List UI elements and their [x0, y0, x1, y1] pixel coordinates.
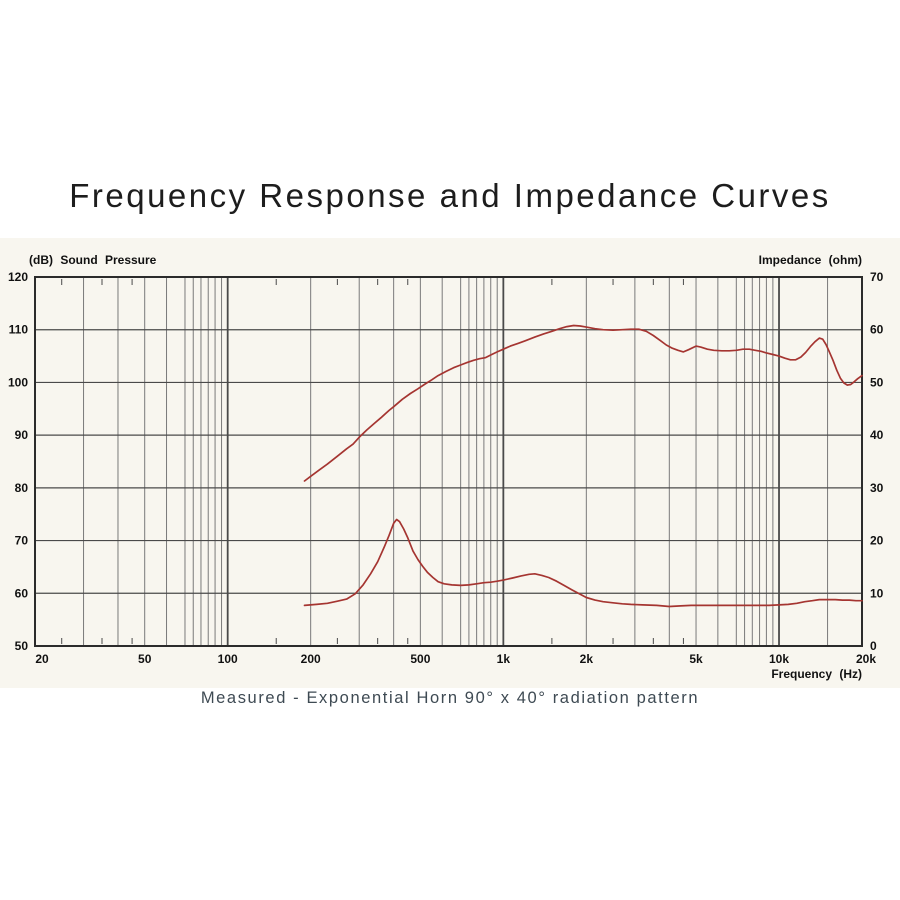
chart-panel: (dB) Sound Pressure Impedance (ohm) 120 1…	[0, 238, 900, 688]
frequency-impedance-chart: (dB) Sound Pressure Impedance (ohm) 120 1…	[8, 253, 884, 681]
spl-curve	[303, 324, 863, 482]
x-axis-tick-label: 5k	[689, 652, 703, 666]
right-axis-tick-label: 70	[870, 270, 884, 284]
right-axis-title: Impedance (ohm)	[759, 253, 862, 267]
axis-edge-ticks	[61, 279, 684, 644]
x-axis-tick-label: 20	[35, 652, 49, 666]
x-axis-tick-label: 50	[138, 652, 152, 666]
left-axis-tick-label: 120	[8, 270, 28, 284]
x-axis-tick-label: 2k	[580, 652, 594, 666]
left-axis-tick-label: 100	[8, 375, 28, 389]
x-axis-tick-label: 1k	[497, 652, 511, 666]
impedance-curve	[303, 518, 863, 608]
left-axis-tick-label: 60	[15, 586, 29, 600]
left-axis-tick-label: 70	[15, 534, 29, 548]
gridlines	[34, 276, 863, 647]
left-axis-title: (dB) Sound Pressure	[29, 253, 157, 267]
x-axis-tick-label: 500	[410, 652, 430, 666]
right-axis-tick-label: 50	[870, 375, 884, 389]
left-axis-tick-label: 110	[9, 323, 29, 337]
right-axis-tick-label: 30	[870, 481, 884, 495]
x-axis-tick-label: 100	[218, 652, 238, 666]
page-title: Frequency Response and Impedance Curves	[69, 177, 831, 214]
left-axis-tick-label: 50	[15, 639, 29, 653]
chart-caption: Measured - Exponential Horn 90° x 40° ra…	[200, 689, 700, 707]
left-axis-tick-label: 90	[15, 428, 29, 442]
x-axis-tick-label: 20k	[856, 652, 876, 666]
right-axis-tick-label: 40	[870, 428, 884, 442]
plot-border	[34, 276, 863, 647]
right-axis-tick-label: 0	[870, 639, 877, 653]
right-axis-tick-label: 20	[870, 534, 884, 548]
right-axis-tick-label: 60	[870, 323, 884, 337]
x-axis-tick-label: 10k	[769, 652, 789, 666]
right-axis-tick-label: 10	[870, 586, 884, 600]
x-axis-title: Frequency (Hz)	[771, 667, 862, 681]
curves	[303, 324, 863, 608]
x-axis-tick-label: 200	[301, 652, 321, 666]
left-axis-tick-label: 80	[15, 481, 29, 495]
